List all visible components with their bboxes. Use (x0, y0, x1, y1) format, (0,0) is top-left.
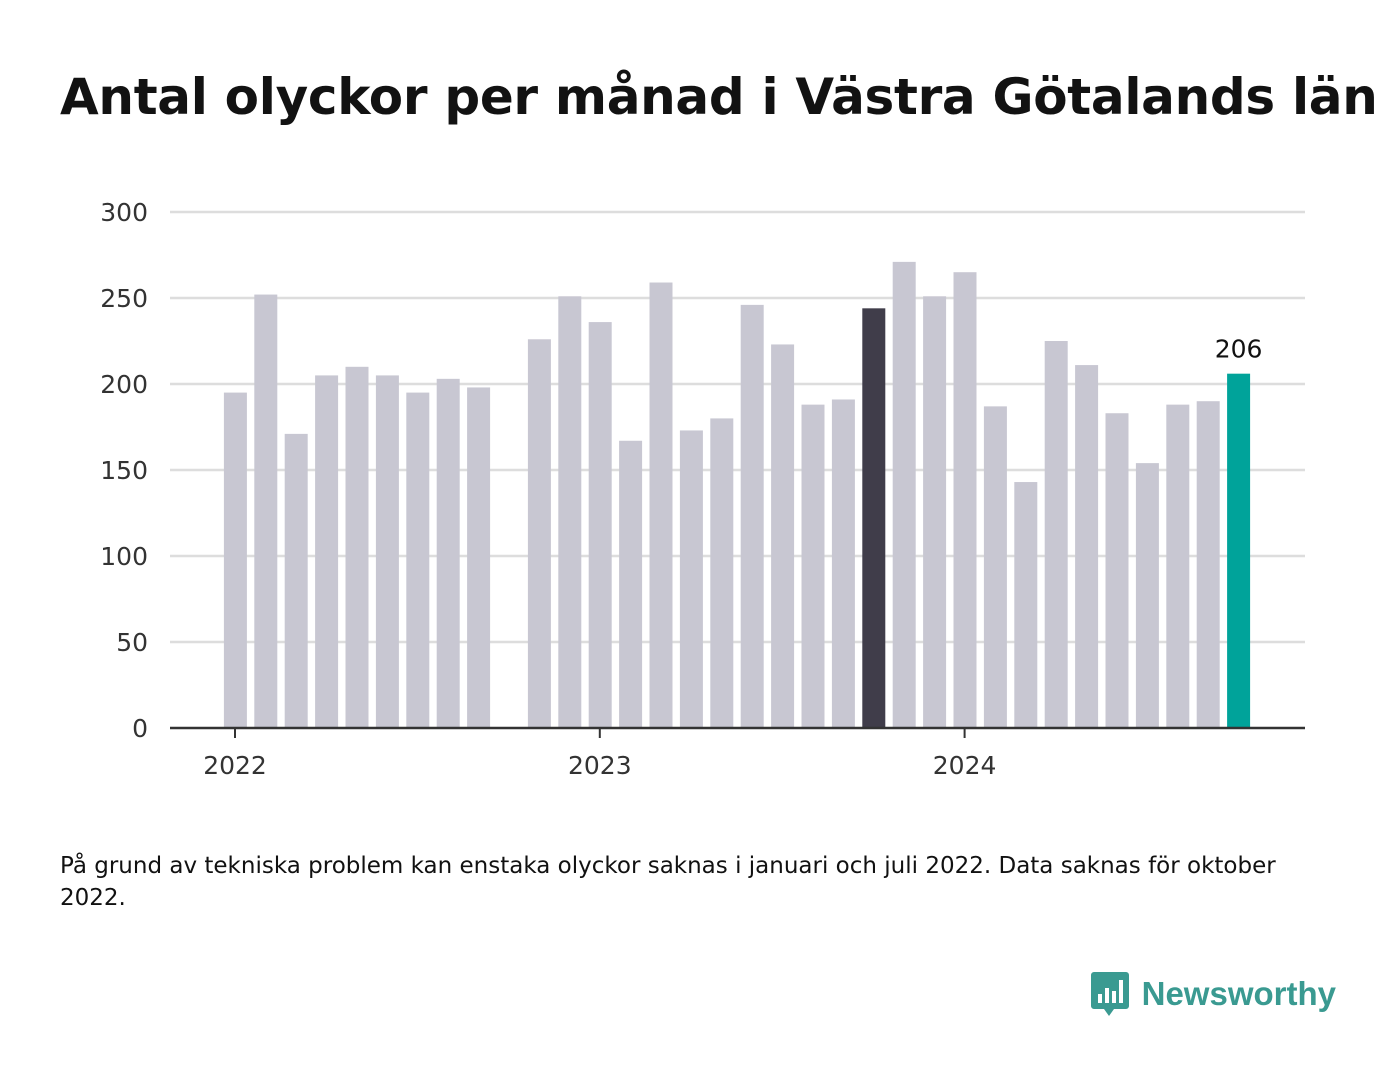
bar-2023-04 (649, 282, 673, 728)
bar-2023-12 (892, 261, 916, 728)
bar-2024-06 (1075, 365, 1099, 728)
bars (223, 261, 1251, 728)
bar-2024-01 (923, 296, 947, 728)
bar-2022-12 (527, 339, 551, 728)
bar-2023-09 (801, 404, 825, 728)
y-tick-label: 0 (132, 714, 148, 743)
bar-2022-04 (284, 433, 308, 728)
y-tick-label: 100 (100, 542, 148, 571)
bar-2024-05 (1044, 341, 1068, 728)
bar-2022-03 (254, 294, 278, 728)
footnote: På grund av tekniska problem kan enstaka… (60, 853, 1276, 911)
bar-2023-08 (771, 344, 795, 728)
data-label: 206 (1215, 335, 1263, 364)
labels: 0 50 100 150 200 250 300 206 2022 2023 2024 (100, 198, 1262, 780)
bar-2023-10 (831, 399, 855, 728)
bar-2024-04 (1014, 482, 1038, 728)
bar-2022-07 (375, 375, 399, 728)
bar-2022-09 (436, 378, 460, 728)
bar-2022-08 (406, 392, 430, 728)
bar-2023-02 (588, 322, 612, 728)
gridlines (170, 210, 1305, 644)
y-tick-label: 300 (100, 198, 148, 227)
bar-2024-03 (983, 406, 1007, 728)
x-tick-label: 2023 (568, 751, 632, 780)
bar-2023-03 (619, 440, 643, 728)
newsworthy-logo[interactable]: Newsworthy (1090, 970, 1336, 1018)
bar-2024-11 (1227, 373, 1251, 728)
bar-2022-05 (315, 375, 339, 728)
y-tick-label: 250 (100, 284, 148, 313)
bar-2024-07 (1105, 413, 1129, 728)
y-tick-label: 150 (100, 456, 148, 485)
axes (170, 726, 1305, 738)
brand-name: Newsworthy (1141, 975, 1336, 1012)
bar-chart: 0 50 100 150 200 250 300 206 2022 2023 2024 (100, 198, 1305, 780)
bar-2024-02 (953, 272, 977, 728)
bar-chart-speech-bubble-icon (1090, 972, 1129, 1016)
x-tick-label: 2024 (933, 751, 997, 780)
bar-2024-08 (1135, 463, 1159, 728)
bar-2022-06 (345, 366, 369, 728)
bar-2022-02 (223, 392, 247, 728)
bar-2023-11 (862, 308, 886, 728)
bar-2023-05 (679, 430, 703, 728)
bar-2023-06 (710, 418, 734, 728)
x-tick-label: 2022 (203, 751, 267, 780)
y-tick-label: 200 (100, 370, 148, 399)
bar-2022-10 (467, 387, 491, 728)
y-tick-label: 50 (116, 628, 148, 657)
bar-2023-07 (740, 304, 764, 728)
bar-2024-10 (1196, 401, 1220, 728)
bar-2024-09 (1166, 404, 1190, 728)
bar-2023-01 (558, 296, 582, 728)
chart-title: Antal olyckor per månad i Västra Götalan… (60, 68, 1378, 126)
